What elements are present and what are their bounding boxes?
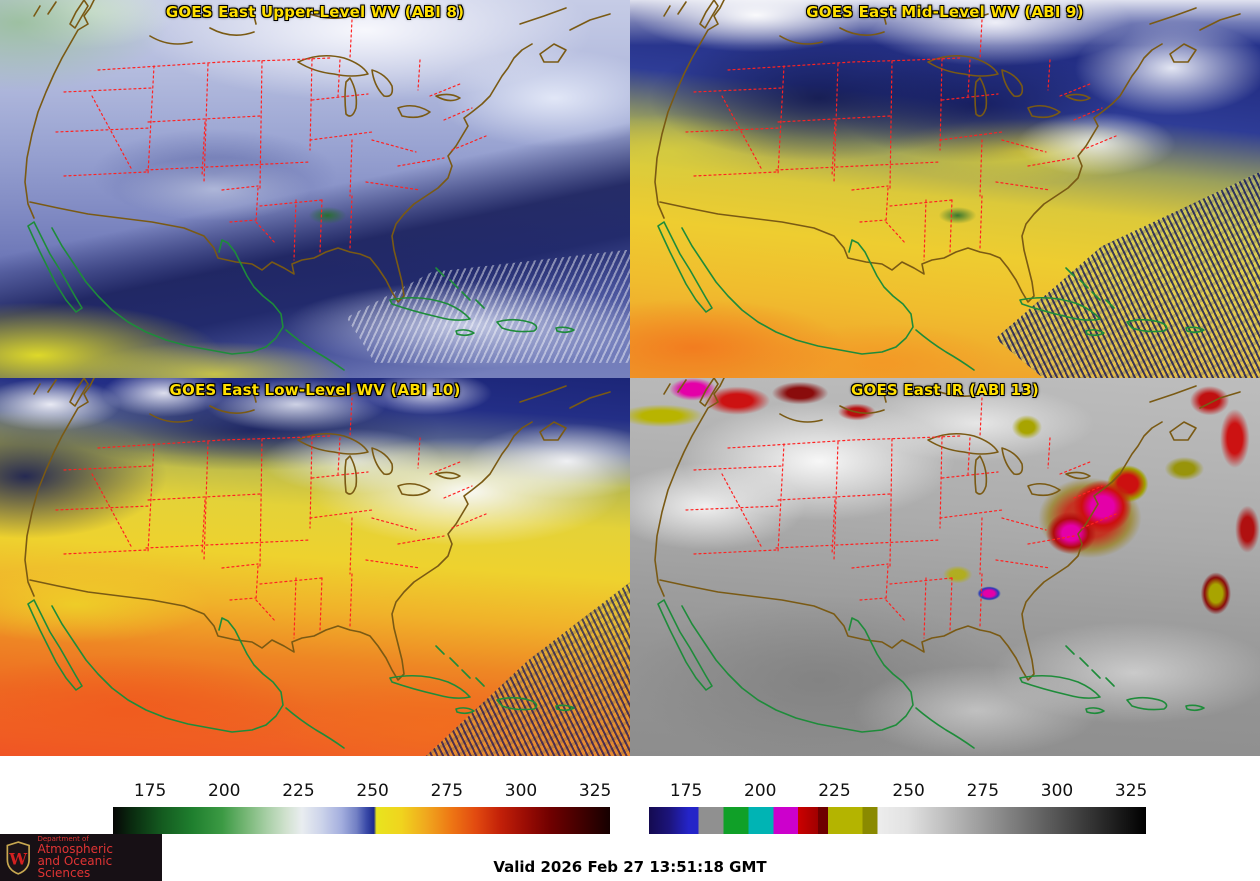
wv-colorbar: [113, 807, 610, 834]
colorbar-tick: 250: [356, 781, 389, 801]
uw-aos-logo: W Department of Atmospheric and Oceanic …: [0, 834, 162, 881]
valid-timestamp: Valid 2026 Feb 27 13:51:18 GMT: [493, 858, 767, 876]
panel-low-level-wv: GOES East Low-Level WV (ABI 10): [0, 378, 630, 756]
logo-text: Department of Atmospheric and Oceanic Sc…: [37, 834, 162, 881]
panel-grid: GOES East Upper-Level WV (ABI 8) GOES Ea…: [0, 0, 1260, 756]
colorbar-tick: 275: [430, 781, 464, 801]
panel-title: GOES East IR (ABI 13): [850, 381, 1039, 399]
colorbar-tick: 225: [282, 781, 315, 801]
wv-colorbar-block: 175 200 225 250 275 300 325: [113, 781, 612, 834]
basemap-overlay: [24, 0, 611, 371]
uw-crest-icon: W: [6, 840, 30, 875]
logo-department-line: Department of: [37, 834, 89, 843]
colorbar-tick: 200: [744, 781, 777, 801]
colorbar-tick: 175: [669, 781, 703, 801]
basemap-overlay: [654, 0, 1241, 371]
panel-title: GOES East Mid-Level WV (ABI 9): [806, 3, 1084, 21]
logo-atmospheric-line: Atmospheric: [37, 841, 113, 856]
ir-colorbar-ticks: 175 200 225 250 275 300 325: [649, 781, 1148, 805]
basemap-overlay: [654, 378, 1241, 749]
satellite-imagery-abi8: [0, 0, 630, 378]
ir-colorbar-block: 175 200 225 250 275 300 325: [649, 781, 1148, 834]
ir-cold-cloud-highlights: [630, 378, 1260, 756]
panel-title: GOES East Low-Level WV (ABI 10): [169, 381, 461, 399]
colorbar-tick: 250: [892, 781, 925, 801]
colorbar-tick: 225: [818, 781, 851, 801]
wv-colorbar-ticks: 175 200 225 250 275 300 325: [113, 781, 612, 805]
colorbar-tick: 300: [1040, 781, 1074, 801]
colorbar-tick: 175: [133, 781, 167, 801]
colorbar-tick: 325: [1114, 781, 1148, 801]
colorbar-tick: 325: [578, 781, 612, 801]
colorbar-tick: 275: [966, 781, 1000, 801]
panel-upper-level-wv: GOES East Upper-Level WV (ABI 8): [0, 0, 630, 378]
logo-oceanic-line: and Oceanic Sciences: [37, 853, 113, 881]
ir-colorbar: [649, 807, 1146, 834]
colorbar-tick: 300: [504, 781, 538, 801]
panel-ir: GOES East IR (ABI 13): [630, 378, 1260, 756]
panel-title: GOES East Upper-Level WV (ABI 8): [165, 3, 465, 21]
colorbar-tick: 200: [208, 781, 241, 801]
panel-mid-level-wv: GOES East Mid-Level WV (ABI 9): [630, 0, 1260, 378]
crest-letter: W: [8, 849, 28, 868]
basemap-overlay: [24, 378, 611, 749]
